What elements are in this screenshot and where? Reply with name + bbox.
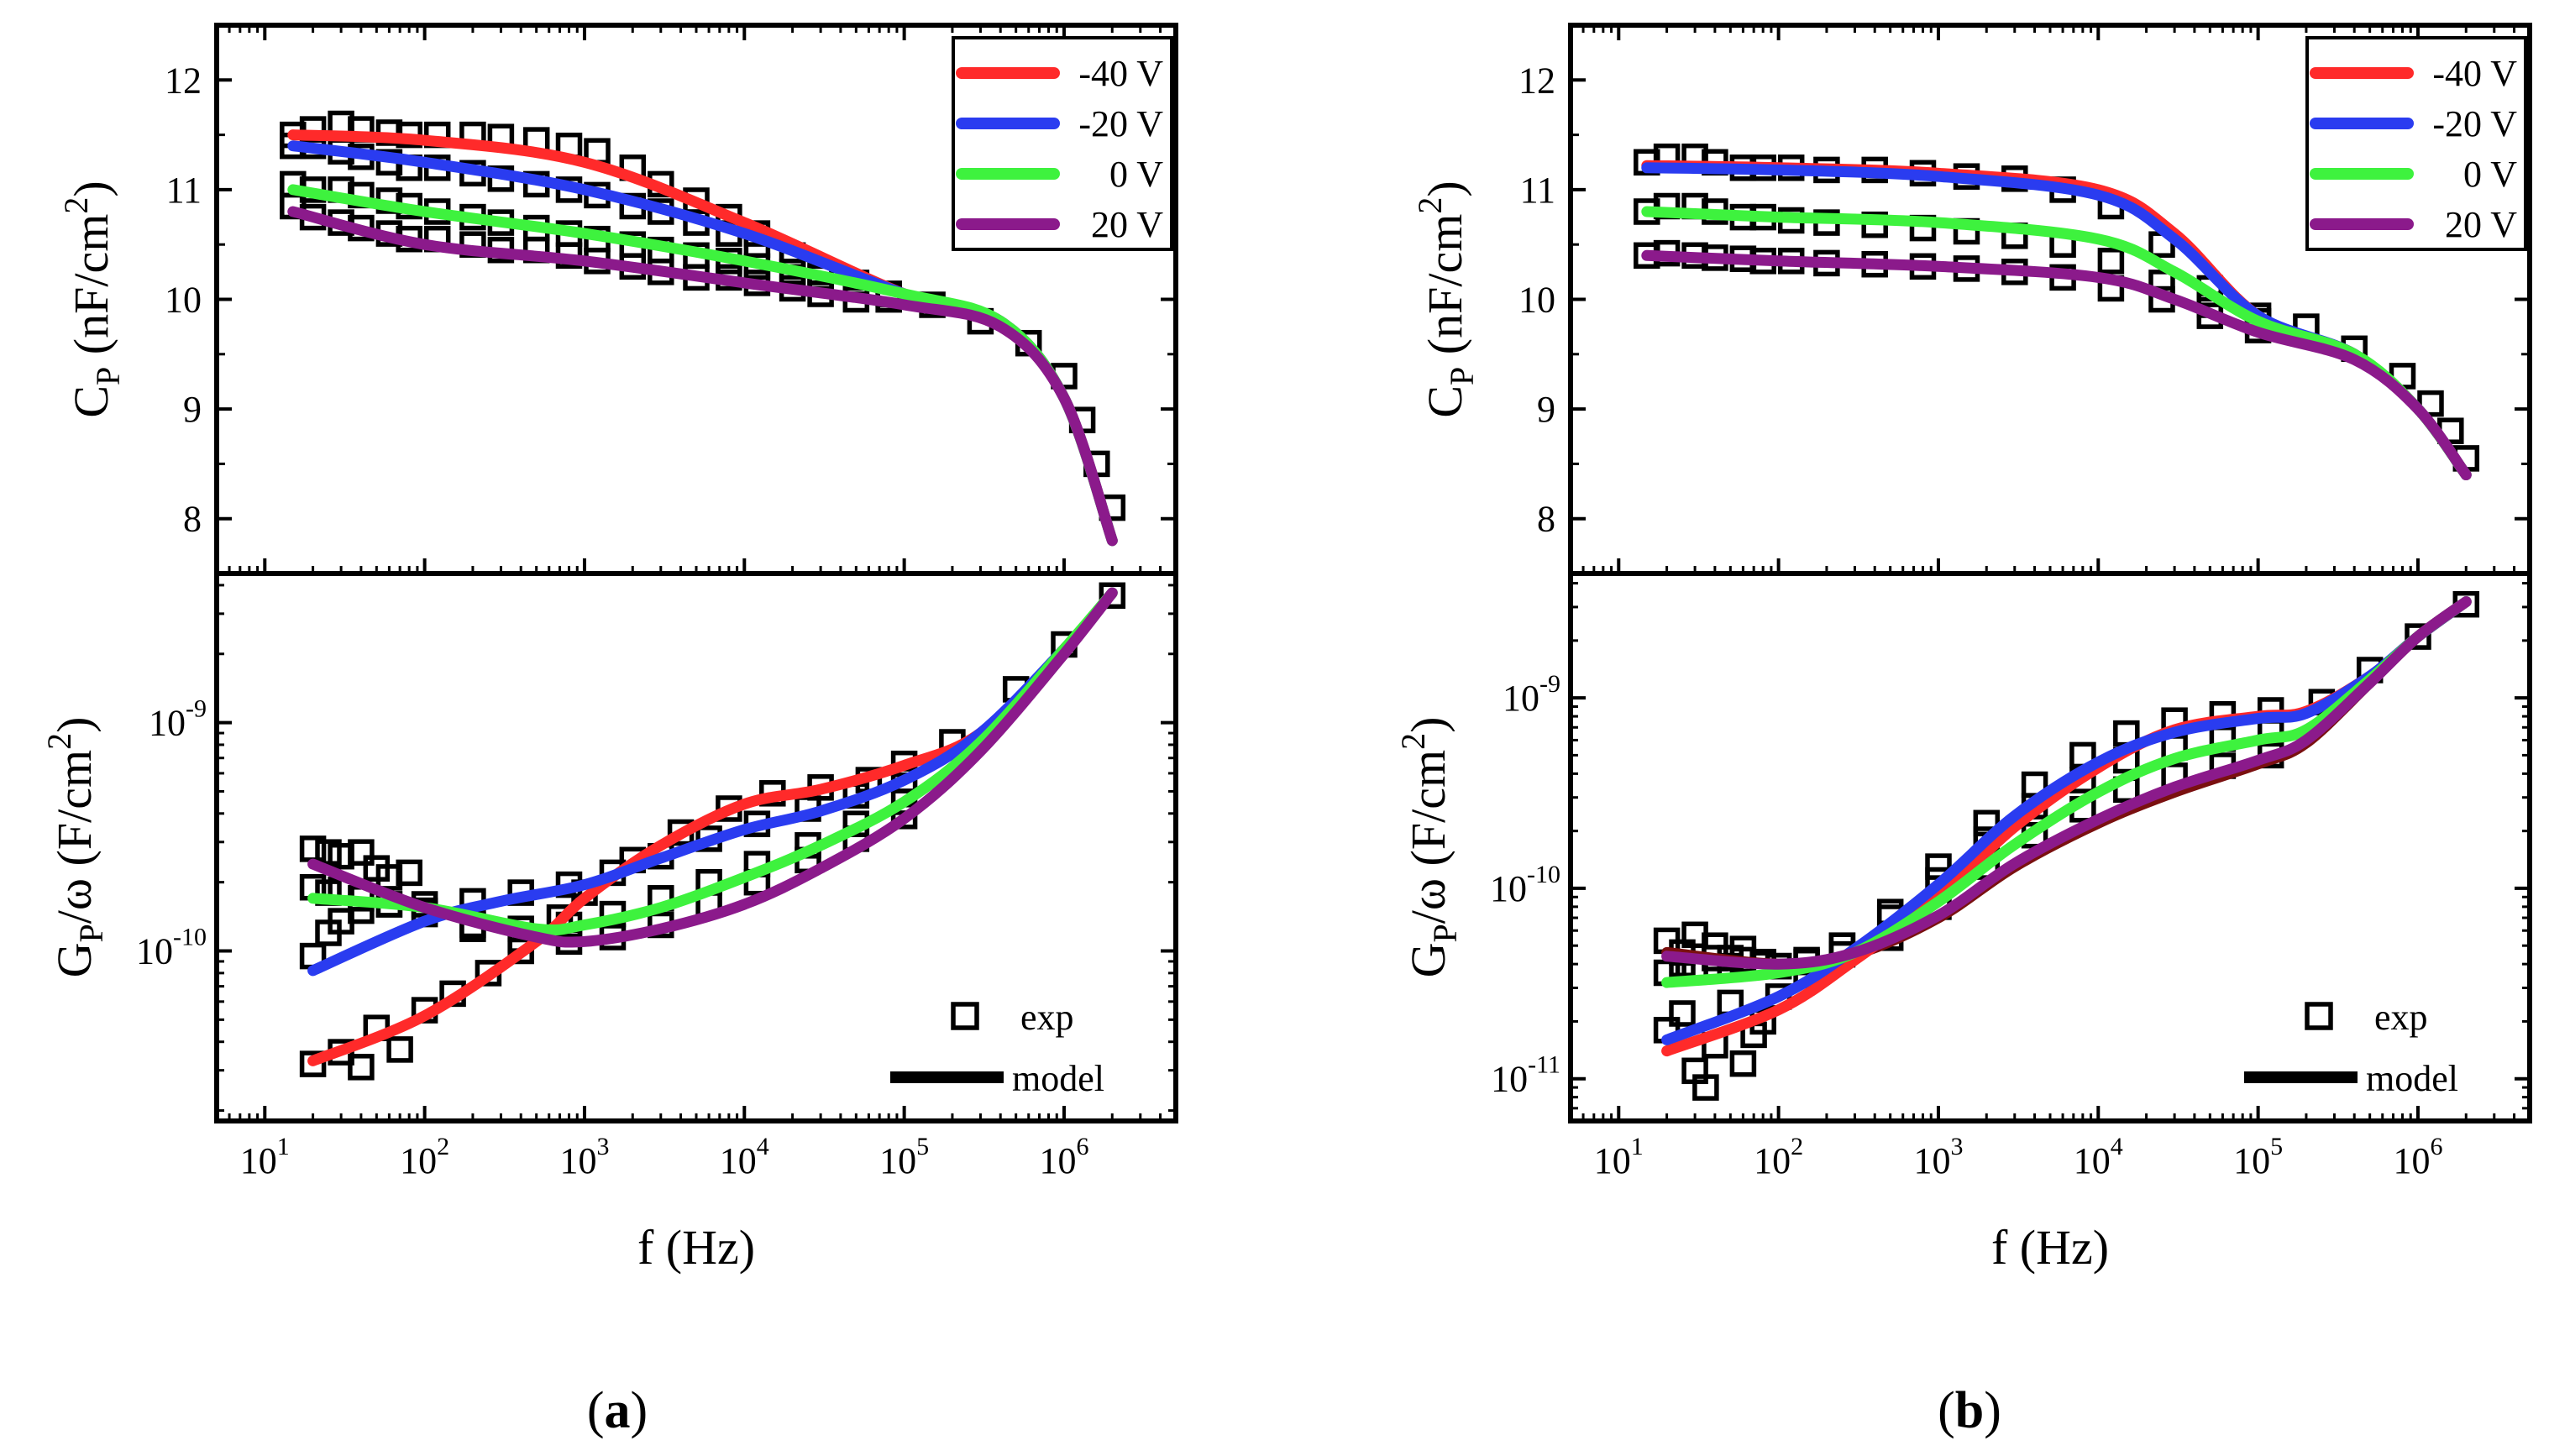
legend-label: 20 V (1091, 204, 1163, 245)
model-curves (1641, 160, 2472, 1057)
legend-label: 0 V (2463, 154, 2517, 195)
x-tick-label: 103 (559, 1133, 609, 1181)
x-tick-label: 101 (240, 1133, 290, 1181)
y-tick-label: 10-9 (1503, 670, 1560, 719)
series-line-20v (1641, 249, 2472, 480)
legend-label: -20 V (2432, 103, 2517, 144)
y-tick-label: 8 (1537, 499, 1555, 540)
y-tick-label: 10 (165, 280, 202, 321)
y-axis-title-bottom: GP/ω (F/cm2) (1394, 717, 1464, 978)
exp-point (348, 1054, 375, 1081)
y-axis-title-bottom: GP/ω (F/cm2) (40, 717, 110, 978)
exp-point (299, 1050, 327, 1077)
exp-point (386, 1036, 413, 1063)
y-axis-title-top: CP (nF/cm2) (1411, 181, 1481, 417)
series-line-20v (287, 206, 1118, 547)
y-tick-label: 11 (1520, 170, 1555, 211)
exp-point (396, 859, 422, 887)
x-tick-label: 104 (2074, 1133, 2123, 1181)
x-tick-label: 101 (1594, 1133, 1644, 1181)
y-tick-label: 10-10 (1490, 861, 1560, 909)
exp-point (1692, 1074, 1719, 1101)
y-tick-label: 10 (1518, 280, 1555, 321)
exp-point (2405, 623, 2431, 650)
y-tick-label: 10-10 (136, 924, 207, 972)
y-tick-label: 12 (165, 60, 202, 101)
legend-model-label: model (2366, 1058, 2458, 1099)
series-line-20v (307, 587, 1118, 948)
x-axis-title: f (Hz) (637, 1220, 755, 1275)
exp-point (1729, 1050, 1757, 1077)
x-tick-label: 104 (720, 1133, 769, 1181)
legend-label: 20 V (2445, 204, 2517, 245)
y-tick-label: 11 (166, 170, 202, 211)
exp-point (348, 839, 375, 866)
legend-exp-label: exp (2374, 997, 2428, 1038)
legend-label: 0 V (1109, 154, 1163, 195)
series-line-0v (307, 587, 1118, 936)
exp-point (2097, 248, 2125, 275)
panel-b: 101 102 103 104 105 106 f (Hz) 8 9 10 11 12 10-9 10-1… (1394, 23, 2532, 1439)
exp-point (1099, 582, 1126, 610)
panel-a: 101 102 103 104 105 106 f (Hz) 8 9 10 11 12 10-9 10-1… (40, 23, 1178, 1439)
y-tick-label: 10-9 (149, 695, 207, 744)
y-tick-label: 8 (183, 499, 202, 540)
x-tick-label: 106 (2393, 1133, 2442, 1181)
y-tick-label: 12 (1518, 60, 1555, 101)
legend-label: -40 V (1078, 53, 1163, 94)
legend-exp-marker (951, 1002, 979, 1030)
legend-model-label: model (1012, 1058, 1104, 1099)
series-line-20v (1661, 596, 2472, 970)
model-curves (287, 129, 1118, 1066)
exp-markers (1634, 143, 2480, 1101)
x-tick-label: 103 (1913, 1133, 1963, 1181)
legend-exp-marker (2305, 1002, 2333, 1030)
y-tick-label: 9 (1537, 389, 1555, 430)
panel-label: (a) (587, 1382, 648, 1439)
exp-point (1669, 1000, 1696, 1027)
x-tick-label: 105 (879, 1133, 929, 1181)
x-tick-label: 102 (1754, 1133, 1803, 1181)
legend-label: -40 V (2432, 53, 2517, 94)
x-axis-title: f (Hz) (1991, 1220, 2109, 1275)
x-tick-label: 102 (400, 1133, 449, 1181)
series-legend (952, 36, 1173, 251)
y-tick-label: 9 (183, 389, 202, 430)
x-tick-label: 106 (1039, 1133, 1088, 1181)
legend-exp-label: exp (1020, 997, 1074, 1038)
x-ticks (215, 25, 1177, 1121)
y-axis-title-top: CP (nF/cm2) (57, 181, 127, 417)
y-tick-label: 10-11 (1491, 1051, 1560, 1100)
legend-label: -20 V (1078, 103, 1163, 144)
x-ticks (1569, 25, 2531, 1121)
panel-label: (b) (1938, 1382, 2001, 1439)
x-tick-label: 105 (2233, 1133, 2283, 1181)
